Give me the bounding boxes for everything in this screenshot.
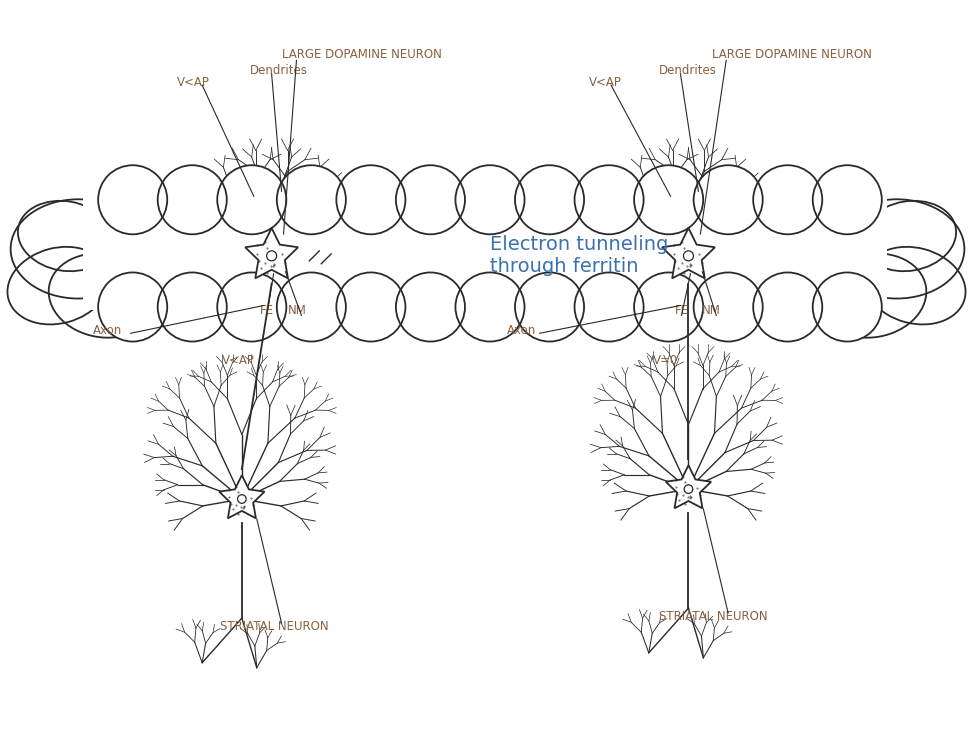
Text: V<AP: V<AP [177, 76, 211, 89]
Circle shape [574, 272, 644, 342]
Polygon shape [662, 228, 715, 278]
Circle shape [336, 165, 406, 234]
Text: Electron tunneling
through ferritin: Electron tunneling through ferritin [490, 235, 668, 276]
Circle shape [396, 272, 465, 342]
Circle shape [634, 165, 703, 234]
Circle shape [158, 165, 227, 234]
Circle shape [455, 272, 525, 342]
Circle shape [693, 165, 762, 234]
Ellipse shape [11, 199, 145, 299]
Circle shape [693, 272, 762, 342]
Ellipse shape [49, 253, 157, 338]
Text: Axon: Axon [507, 324, 536, 337]
Circle shape [684, 485, 693, 494]
Circle shape [813, 165, 881, 234]
Text: Axon: Axon [93, 324, 122, 337]
Ellipse shape [862, 201, 956, 271]
Text: LARGE DOPAMINE NEURON: LARGE DOPAMINE NEURON [713, 48, 873, 61]
Polygon shape [245, 228, 298, 278]
Circle shape [277, 272, 346, 342]
Bar [83, 196, 887, 311]
Text: NM: NM [288, 304, 306, 317]
Circle shape [336, 272, 406, 342]
Circle shape [515, 272, 584, 342]
Circle shape [753, 272, 822, 342]
Text: FE: FE [259, 304, 274, 317]
Ellipse shape [818, 253, 926, 338]
Text: V<AP: V<AP [222, 354, 254, 367]
Text: V=0: V=0 [652, 354, 678, 367]
Circle shape [158, 272, 227, 342]
Ellipse shape [830, 199, 964, 299]
Circle shape [238, 494, 246, 503]
Ellipse shape [8, 246, 109, 325]
Polygon shape [666, 465, 711, 508]
Text: STRIATAL NEURON: STRIATAL NEURON [659, 610, 767, 623]
Ellipse shape [18, 201, 112, 271]
Circle shape [277, 165, 346, 234]
Circle shape [266, 251, 277, 261]
Circle shape [455, 165, 525, 234]
Text: Dendrites: Dendrites [659, 63, 717, 77]
Text: NM: NM [702, 304, 722, 317]
Text: V<AP: V<AP [589, 76, 622, 89]
Circle shape [217, 165, 287, 234]
Circle shape [98, 272, 168, 342]
Circle shape [396, 165, 465, 234]
Text: LARGE DOPAMINE NEURON: LARGE DOPAMINE NEURON [282, 48, 442, 61]
Circle shape [217, 272, 287, 342]
Polygon shape [219, 475, 264, 518]
Circle shape [574, 165, 644, 234]
Circle shape [515, 165, 584, 234]
Text: STRIATAL NEURON: STRIATAL NEURON [220, 619, 329, 632]
Ellipse shape [864, 246, 965, 325]
Text: FE: FE [675, 304, 688, 317]
Circle shape [683, 251, 693, 261]
Circle shape [813, 272, 881, 342]
Text: Dendrites: Dendrites [250, 63, 308, 77]
Circle shape [753, 165, 822, 234]
Circle shape [634, 272, 703, 342]
Circle shape [98, 165, 168, 234]
